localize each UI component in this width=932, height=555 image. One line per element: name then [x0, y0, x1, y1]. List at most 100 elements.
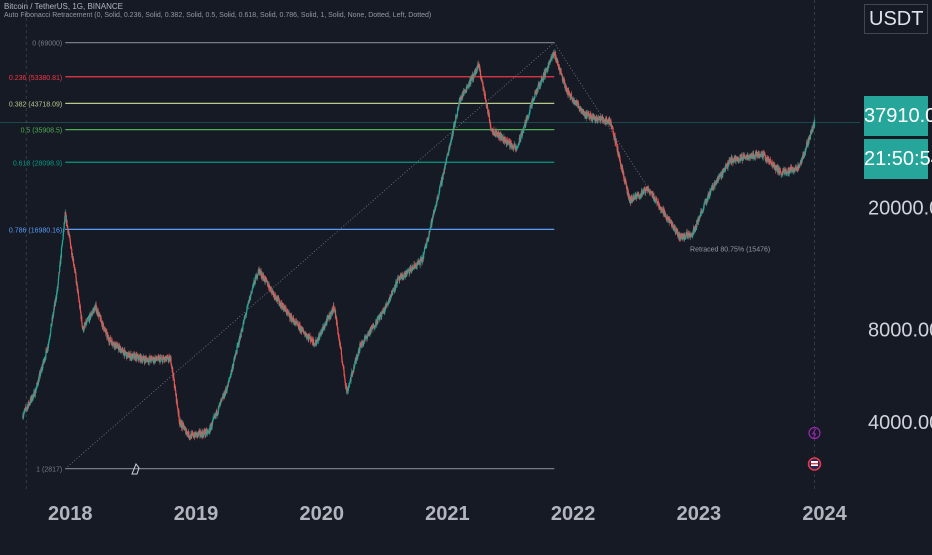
candle-body [450, 140, 452, 142]
currency-selector[interactable]: USDT [864, 4, 928, 34]
candle-body [698, 216, 700, 222]
candle-body [140, 355, 142, 358]
candle-body [98, 313, 100, 317]
candle-body [348, 385, 350, 387]
candle-body [297, 323, 299, 328]
candle-body [578, 106, 580, 111]
candle-body [497, 131, 500, 138]
candle-body [432, 212, 434, 217]
candle-body [558, 66, 560, 70]
candle-body [229, 376, 231, 379]
candle-body [581, 109, 583, 113]
candle-body [809, 138, 811, 140]
candle-body [349, 381, 351, 383]
candle-body [673, 226, 675, 228]
candle-body [395, 281, 397, 288]
candle-body [450, 141, 452, 145]
candle-body [180, 420, 182, 422]
candle-body [359, 343, 361, 345]
candle-body [572, 98, 575, 101]
candle-body [355, 356, 358, 361]
candle-body [599, 116, 601, 121]
candle-body [406, 270, 409, 272]
candle-body [64, 212, 67, 215]
candle-body [78, 301, 80, 303]
candle-body [343, 365, 345, 371]
candle-body [49, 337, 51, 339]
candle-body [371, 326, 373, 330]
candle-body [53, 309, 55, 313]
indicator-title: Auto Fibonacci Retracement (0, Solid, 0.… [4, 12, 432, 19]
candle-body [798, 167, 800, 168]
candle-body [288, 312, 290, 315]
candle-body [780, 171, 782, 174]
candle-body [748, 159, 750, 160]
candle-body [691, 235, 693, 237]
candle-body [614, 135, 616, 136]
candle-body [435, 205, 437, 208]
candle-body [327, 315, 329, 320]
candle-body [326, 318, 328, 325]
candle-body [570, 93, 573, 98]
candle-body [606, 121, 608, 123]
candle-body [580, 107, 582, 113]
candle-body [669, 219, 671, 221]
candle-body [235, 352, 237, 353]
candle-body [179, 420, 182, 424]
candle-body [803, 154, 805, 157]
candle-body [528, 113, 530, 116]
candle-body [48, 338, 50, 340]
candle-body [633, 198, 635, 200]
candle-body [279, 302, 281, 304]
candle-body [568, 89, 570, 92]
candle-body [289, 314, 291, 319]
candle-body [175, 393, 178, 403]
candle-body [123, 349, 126, 357]
candle-body [24, 409, 26, 411]
candle-body [495, 131, 497, 135]
candle-body [756, 154, 758, 157]
candle-body [214, 416, 216, 418]
candle-body [466, 86, 468, 91]
candle-body [405, 274, 407, 277]
candle-body [649, 191, 651, 194]
candle-body [723, 168, 725, 171]
candle-body [412, 267, 414, 271]
candle-body [333, 309, 335, 311]
candle-body [198, 432, 200, 435]
candle-body [171, 366, 173, 370]
bar-countdown-tag: 21:50:54 [864, 139, 932, 179]
candle-body [692, 231, 694, 235]
candle-body [257, 269, 259, 275]
candle-body [48, 339, 50, 342]
candle-body [644, 190, 647, 194]
candle-body [186, 430, 188, 434]
candle-body [73, 266, 76, 270]
candle-body [389, 296, 391, 300]
candle-body [124, 352, 127, 355]
candle-body [75, 272, 77, 277]
candle-body [58, 271, 60, 273]
candle-body [38, 376, 40, 382]
candle-body [178, 421, 181, 423]
candle-body [356, 356, 358, 358]
candle-body [70, 243, 72, 249]
candle-body [624, 178, 627, 183]
candle-body [192, 433, 194, 437]
candle-body [323, 325, 325, 329]
candle-body [132, 353, 134, 359]
candle-body [290, 314, 293, 321]
candle-body [535, 91, 537, 92]
candle-body [155, 356, 158, 360]
candle-body [386, 303, 388, 307]
candle-body [343, 370, 345, 376]
candle-body [183, 424, 185, 427]
candle-body [673, 229, 675, 231]
candle-body [147, 358, 150, 362]
candle-body [593, 118, 595, 120]
candle-body [676, 228, 678, 235]
candle-body [686, 231, 688, 236]
candle-body [540, 82, 542, 87]
